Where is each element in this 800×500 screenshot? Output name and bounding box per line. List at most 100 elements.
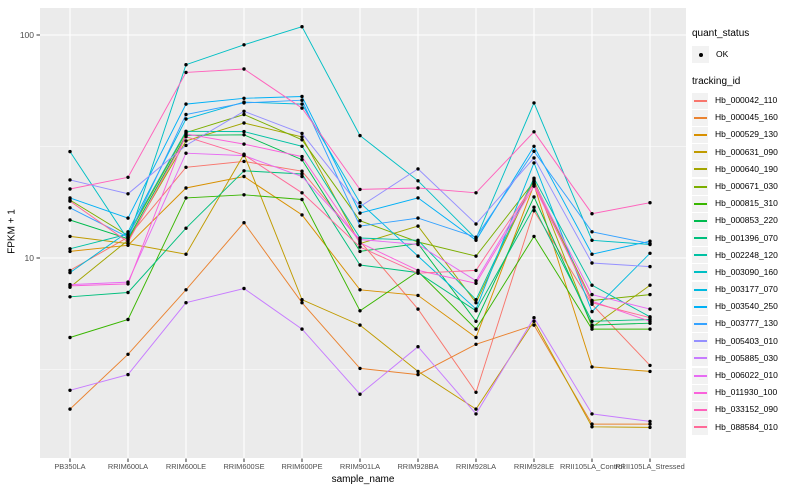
data-point [184,196,188,200]
legend-entry-label: Hb_003777_130 [715,318,778,329]
data-point [416,238,420,242]
data-point [590,412,594,416]
data-point [532,161,536,165]
data-point [300,138,304,142]
data-point [532,176,536,180]
legend-key-box [692,264,708,281]
data-point [126,240,130,244]
legend-line-swatch [693,133,707,136]
data-point [416,224,420,228]
data-point [532,182,536,186]
data-point [184,117,188,121]
legend-entry-label: OK [716,49,729,59]
legend-entry-Hb_005885_030: Hb_005885_030 [692,350,798,367]
data-point [300,213,304,217]
point-marker-icon [698,52,703,57]
data-point [184,252,188,256]
legend-entry-Hb_000631_090: Hb_000631_090 [692,144,798,161]
data-point [242,153,246,157]
data-point [474,342,478,346]
data-point [68,178,72,182]
data-point [184,62,188,67]
data-point [474,298,478,302]
data-point [68,388,72,392]
data-point [532,209,536,213]
data-point [68,247,72,251]
legend-line-swatch [693,151,707,154]
legend-line-swatch [693,323,707,326]
data-point [590,319,594,323]
legend-entry-label: Hb_000631_090 [715,146,778,157]
data-point [532,101,536,105]
legend-key-box [692,178,708,195]
data-point [474,335,478,340]
data-point [184,226,188,230]
data-point [300,174,304,179]
data-point [300,197,304,202]
data-point [184,112,188,117]
data-point [590,283,594,287]
legend: quant_status OK tracking_id Hb_000042_11… [692,0,798,500]
data-point [532,205,536,209]
data-point [474,307,478,311]
legend-line-swatch [693,426,707,429]
x-tick-label: RRIM928BA [397,462,438,471]
legend-line-swatch [693,185,707,188]
y-tick-label: 100 [20,30,34,40]
data-point [300,102,304,106]
data-point [590,261,594,265]
data-point [68,196,72,200]
data-point [416,372,420,377]
legend-entry-Hb_003540_250: Hb_003540_250 [692,298,798,315]
data-point [126,282,130,286]
legend-entry-label: Hb_003177_070 [715,284,778,295]
data-point [68,199,72,203]
data-point [300,298,304,302]
data-point [242,133,246,137]
legend-key-box [692,92,708,109]
x-tick-label: RRIM600LE [166,462,206,471]
data-point [184,132,188,136]
legend-entry-label: Hb_002248_120 [715,249,778,260]
legend-entry-label: Hb_033152_090 [715,404,778,415]
legend-line-swatch [693,408,707,411]
data-point [358,187,362,192]
legend-line-swatch [693,219,707,222]
data-point [242,142,246,146]
x-tick-label: RRIM600SE [223,462,264,471]
legend-key-box [692,230,708,247]
data-point [416,271,420,275]
data-point [242,169,246,173]
data-point [242,43,246,47]
data-point [532,234,536,239]
y-tick-label: 10 [25,253,35,263]
data-point [184,102,188,106]
legend-key-box [692,247,708,264]
data-point [68,234,72,239]
data-point [416,179,420,183]
data-point [126,352,130,356]
data-point [358,224,362,228]
legend-line-swatch [693,340,707,343]
legend-entry-Hb_000042_110: Hb_000042_110 [692,92,798,109]
data-point [68,187,72,191]
data-point [532,323,536,327]
legend-entry-label: Hb_006022_010 [715,370,778,380]
legend-key-box [692,316,708,333]
data-point [126,216,130,220]
data-point [648,327,652,331]
data-point [300,98,304,102]
y-axis-title: FPKM + 1 [6,209,18,254]
data-point [126,192,130,196]
data-point [126,317,130,322]
data-point [474,407,478,411]
data-point [474,238,478,242]
data-point [358,201,362,205]
data-point [358,366,362,371]
data-point [300,131,304,136]
data-point [590,292,594,297]
data-point [648,363,652,368]
x-tick-label: RRIM928LE [514,462,554,471]
data-point [590,230,594,234]
x-tick-label: RRIM600LA [108,462,148,471]
